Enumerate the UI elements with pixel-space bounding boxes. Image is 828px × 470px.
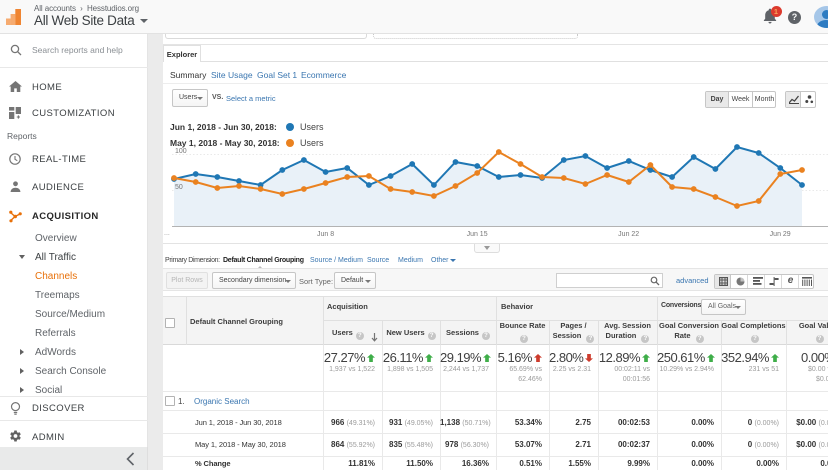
svg-text:Jun 8: Jun 8 (317, 231, 334, 238)
svg-text:Jun 29: Jun 29 (770, 231, 791, 238)
svg-text:...: ... (164, 230, 170, 237)
svg-text:50: 50 (175, 184, 183, 191)
svg-text:Jun 22: Jun 22 (618, 231, 639, 238)
svg-text:Jun 15: Jun 15 (467, 231, 488, 238)
svg-text:100: 100 (175, 148, 187, 155)
